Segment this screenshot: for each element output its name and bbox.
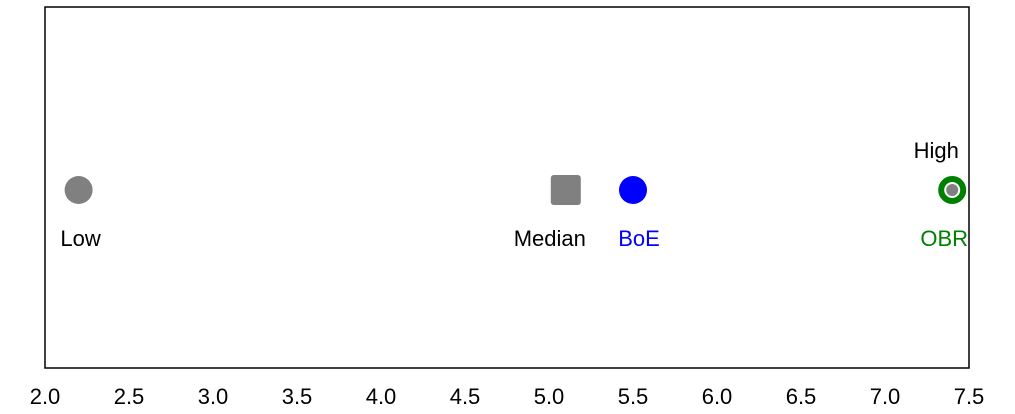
label-boe: BoE	[618, 226, 660, 251]
x-tick-label: 2.5	[114, 384, 145, 409]
label-median: Median	[514, 226, 586, 251]
x-tick-label: 5.0	[534, 384, 565, 409]
point-obr	[938, 176, 967, 204]
x-tick-label: 4.5	[450, 384, 481, 409]
point-median	[550, 175, 581, 205]
x-tick-label: 6.5	[786, 384, 817, 409]
x-tick-label: 3.5	[282, 384, 313, 409]
x-tick-label: 4.0	[366, 384, 397, 409]
label-obr: OBR	[920, 226, 968, 251]
x-tick-label: 7.0	[870, 384, 901, 409]
x-tick-label: 2.0	[30, 384, 61, 409]
point-low	[64, 176, 93, 204]
x-tick-label: 6.0	[702, 384, 733, 409]
x-axis: 2.0 2.5 3.0 3.5 4.0 4.5 5.0 5.5 6.0 6.5 7.0 7.5	[30, 384, 985, 409]
plot-frame	[44, 6, 970, 369]
data-points: Low Median BoE OBR High	[60, 138, 968, 251]
label-low: Low	[60, 226, 100, 251]
x-tick-label: 5.5	[618, 384, 649, 409]
point-boe	[619, 176, 647, 204]
point-high	[946, 184, 959, 196]
x-tick-label: 7.5	[954, 384, 985, 409]
x-tick-label: 3.0	[198, 384, 229, 409]
label-high: High	[914, 138, 959, 163]
